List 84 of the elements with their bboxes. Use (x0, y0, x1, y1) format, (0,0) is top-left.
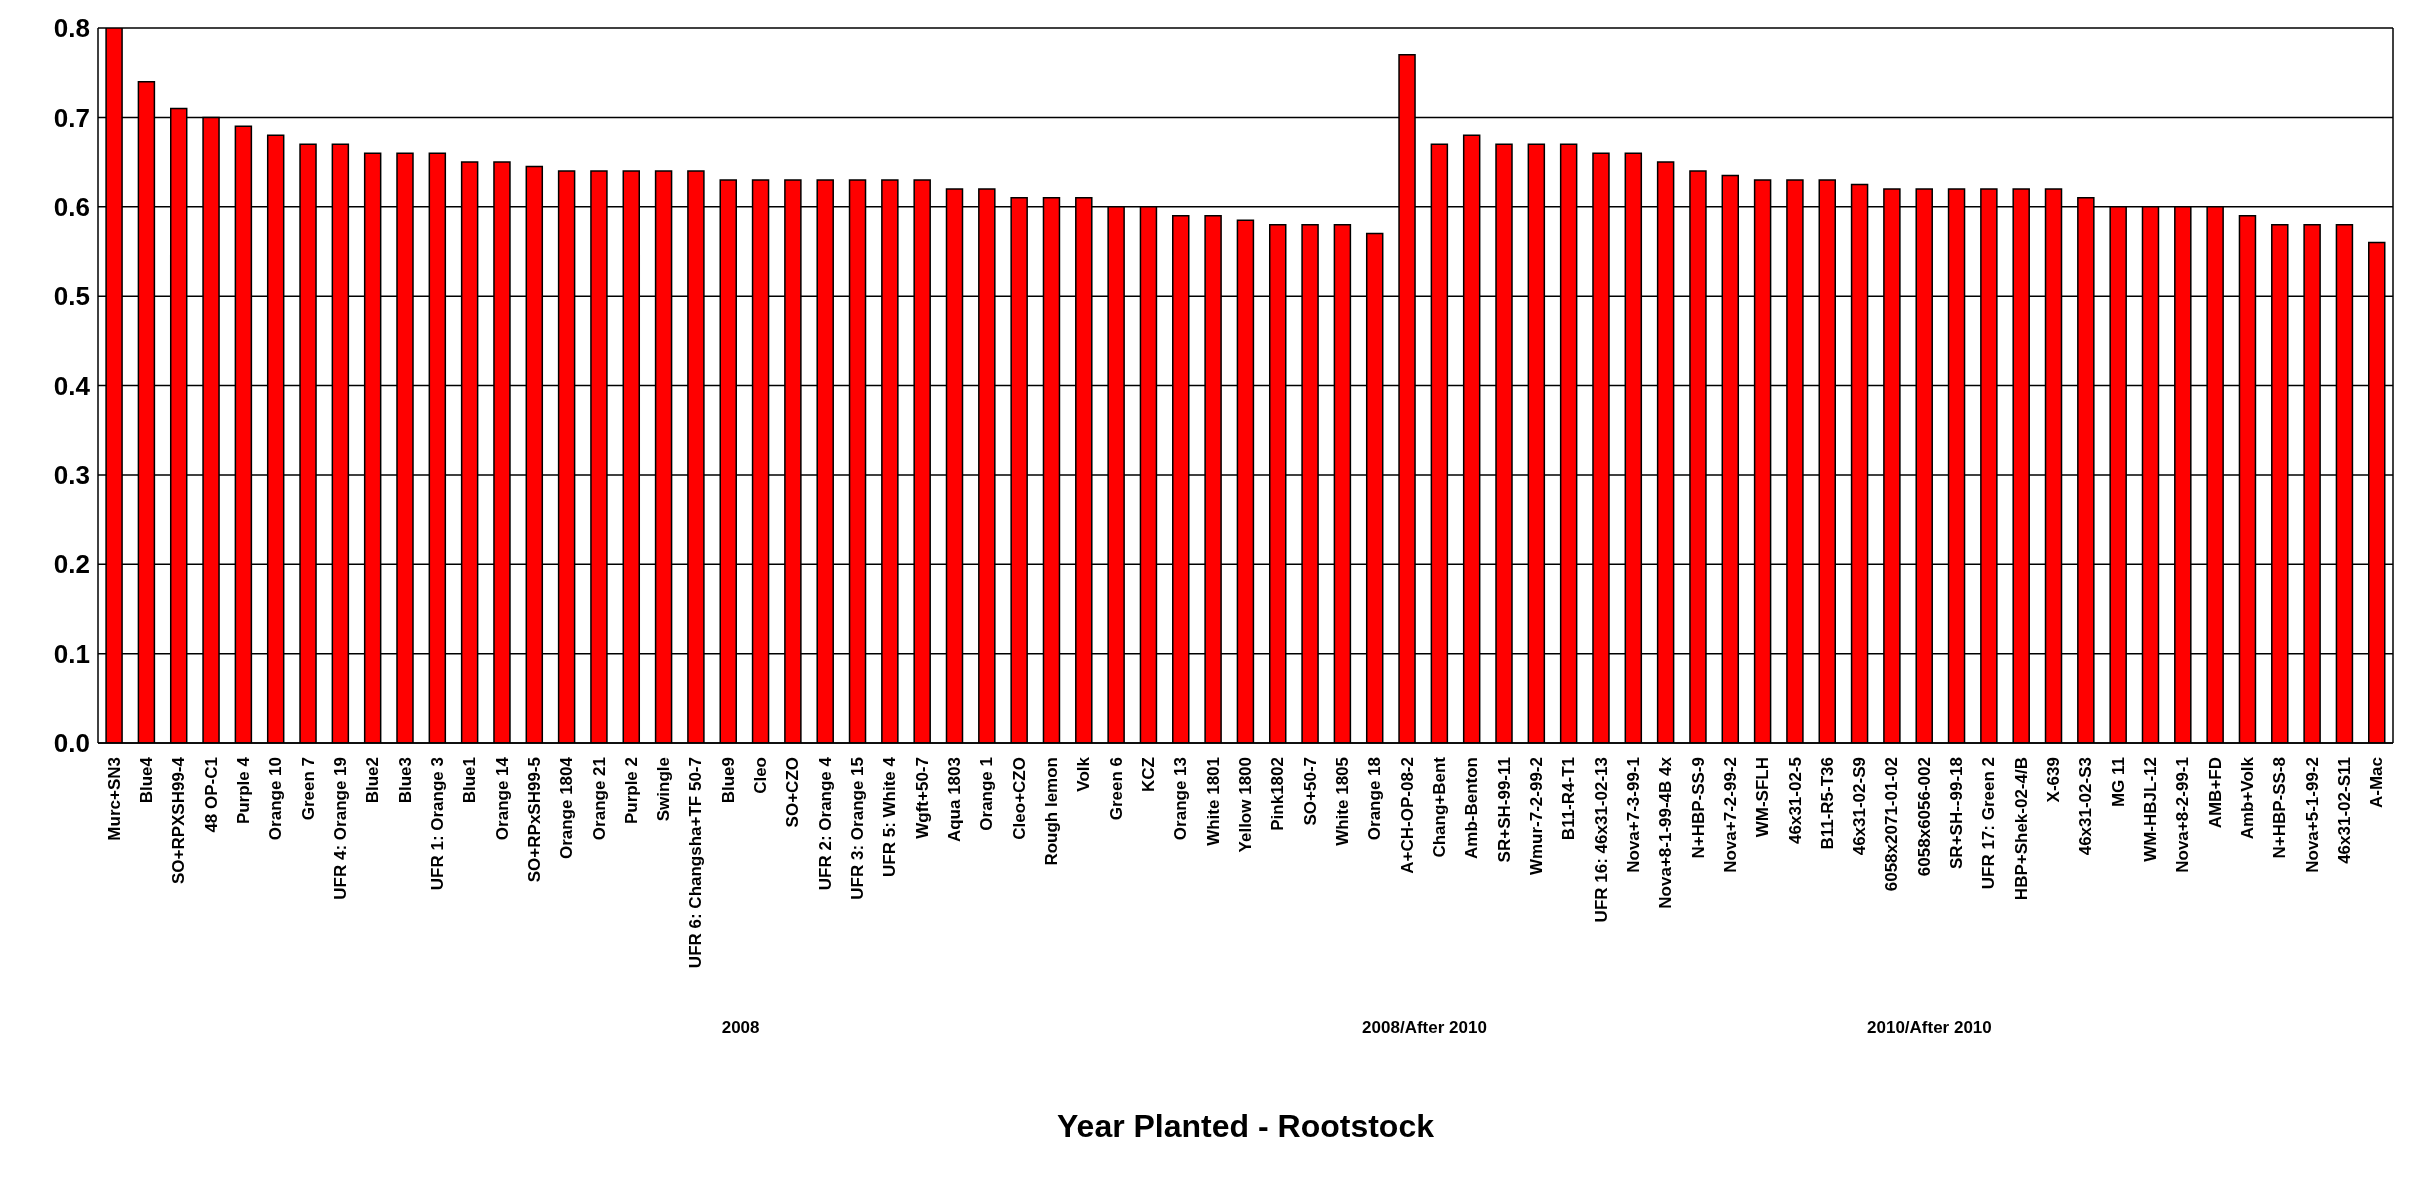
x-tick-label: N+HBP-SS-8 (2270, 757, 2290, 859)
x-tick-label: Orange 13 (1171, 757, 1191, 841)
x-tick-label: 6058x2071-01-02 (1882, 757, 1902, 892)
x-tick-label: Wmur-7-2-99-2 (1526, 757, 1546, 876)
x-tick-label: Blue3 (395, 757, 415, 804)
x-tick-label: A+CH-OP-08-2 (1397, 757, 1417, 874)
y-tick-label: 0.4 (53, 370, 91, 401)
x-tick-label: AMB+FD (2205, 757, 2225, 829)
x-tick-label: 48 OP-C1 (201, 757, 221, 833)
x-tick-label: Orange 18 (1365, 757, 1385, 841)
x-tick-label: SO+CZO (783, 757, 803, 828)
x-tick-label: Blue9 (718, 757, 738, 804)
x-tick-label: White 1805 (1332, 757, 1352, 846)
x-tick-label: WM-SFLH (1753, 757, 1773, 838)
x-tick-label: Volk (1074, 756, 1094, 792)
x-tick-label: Green 7 (298, 757, 318, 821)
x-tick-label: Green 6 (1106, 757, 1126, 821)
x-tick-label: Pink1802 (1268, 757, 1288, 831)
x-tick-label: 46x31-02-5 (1785, 757, 1805, 844)
x-tick-label: 46x31-02-S9 (1850, 757, 1870, 856)
y-tick-label: 0.7 (53, 102, 90, 133)
x-tick-label: Purple 4 (233, 756, 253, 825)
x-tick-label: KCZ (1139, 757, 1159, 792)
x-tick-label: N+HBP-SS-9 (1688, 757, 1708, 859)
x-tick-label: Nova+8-2-99-1 (2173, 757, 2193, 873)
x-tick-label: Nova+5-1-99-2 (2302, 757, 2322, 873)
text: 2008 (721, 1018, 760, 1038)
x-tick-label: MG 11 (2108, 757, 2128, 808)
x-tick-label: Aqua 1803 (945, 757, 965, 843)
x-tick-label: Yellow 1800 (1236, 757, 1255, 853)
x-tick-label: Nova+8-1-99-4B 4x (1656, 756, 1676, 909)
x-tick-label: B11-R5-T36 (1817, 757, 1837, 850)
x-tick-label: UFR 5: White 4 (880, 756, 900, 877)
x-tick-label: UFR 4: Orange 19 (330, 757, 350, 900)
x-tick-label: Blue4 (136, 756, 156, 804)
x-tick-label: SO+50-7 (1300, 757, 1320, 826)
x-tick-label: UFR 3: Orange 15 (848, 757, 868, 900)
text: 2010/After 2010 (1867, 1018, 1992, 1038)
x-tick-label: Nova+7-3-99-1 (1623, 757, 1643, 873)
x-tick-label: Rough lemon (1042, 757, 1062, 866)
x-tick-label: Cleo+CZO (1009, 757, 1029, 840)
x-tick-label: Blue2 (363, 757, 383, 804)
y-tick-label: 0.0 (53, 728, 90, 759)
x-tick-label: Murc+SN3 (104, 757, 124, 841)
x-tick-label: Orange 1804 (557, 756, 577, 860)
x-tick-label: SR+SH--99-18 (1947, 757, 1967, 869)
x-tick-label: Orange 10 (266, 757, 286, 841)
x-tick-label: SR+SH-99-11 (1494, 757, 1514, 863)
y-tick-label: 0.5 (53, 281, 90, 312)
x-tick-label: Orange 1 (977, 757, 997, 831)
x-axis-title: Year Planted - Rootstock (1056, 1108, 1435, 1145)
x-tick-label: Amb-Benton (1462, 757, 1482, 859)
x-tick-label: B11-R4-T1 (1559, 757, 1579, 841)
x-tick-label: Orange 21 (589, 757, 609, 841)
x-tick-label: UFR 6: Changsha+TF 50-7 (686, 757, 706, 969)
x-tick-label: Wgft+50-7 (912, 757, 932, 839)
x-tick-label: Purple 2 (621, 757, 641, 825)
y-tick-label: 0.8 (53, 13, 90, 44)
y-tick-label: 0.3 (53, 460, 90, 491)
x-tick-label: 46x31-02-S11 (2335, 757, 2355, 864)
x-tick-label: UFR 2: Orange 4 (815, 756, 835, 891)
x-tick-label: X-639 (2044, 757, 2064, 803)
x-tick-label: 6058x6056-002 (1914, 757, 1934, 877)
x-tick-label: 46x31-02-S3 (2076, 757, 2096, 856)
x-tick-label: WM-HBJL-12 (2141, 757, 2161, 862)
y-tick-label: 0.6 (53, 191, 90, 222)
x-tick-label: Nova+7-2-99-2 (1720, 757, 1740, 873)
x-tick-label: Cleo (751, 757, 771, 794)
x-tick-label: HBP+Shek-02-4/B (2011, 757, 2031, 901)
text: 2008/After 2010 (1362, 1018, 1487, 1038)
x-tick-label: Chang+Bent (1429, 756, 1449, 858)
x-tick-label: SO+RPXSH99-4 (169, 756, 189, 885)
y-tick-label: 0.2 (53, 549, 90, 580)
x-tick-label: White 1801 (1203, 757, 1223, 846)
x-tick-label: UFR 16: 46x31-02-13 (1591, 757, 1611, 923)
x-tick-label: UFR 1: Orange 3 (427, 757, 447, 891)
x-tick-label: SO+RPxSH99-5 (524, 757, 544, 883)
x-tick-label: Orange 14 (492, 756, 512, 841)
x-tick-label: A-Mac (2367, 757, 2387, 809)
x-tick-label: Blue1 (460, 757, 480, 804)
x-tick-label: Amb+Volk (2238, 756, 2258, 840)
x-tick-label: UFR 17: Green 2 (1979, 757, 1999, 890)
y-tick-label: 0.1 (53, 638, 90, 669)
x-tick-label: Swingle (654, 757, 674, 822)
